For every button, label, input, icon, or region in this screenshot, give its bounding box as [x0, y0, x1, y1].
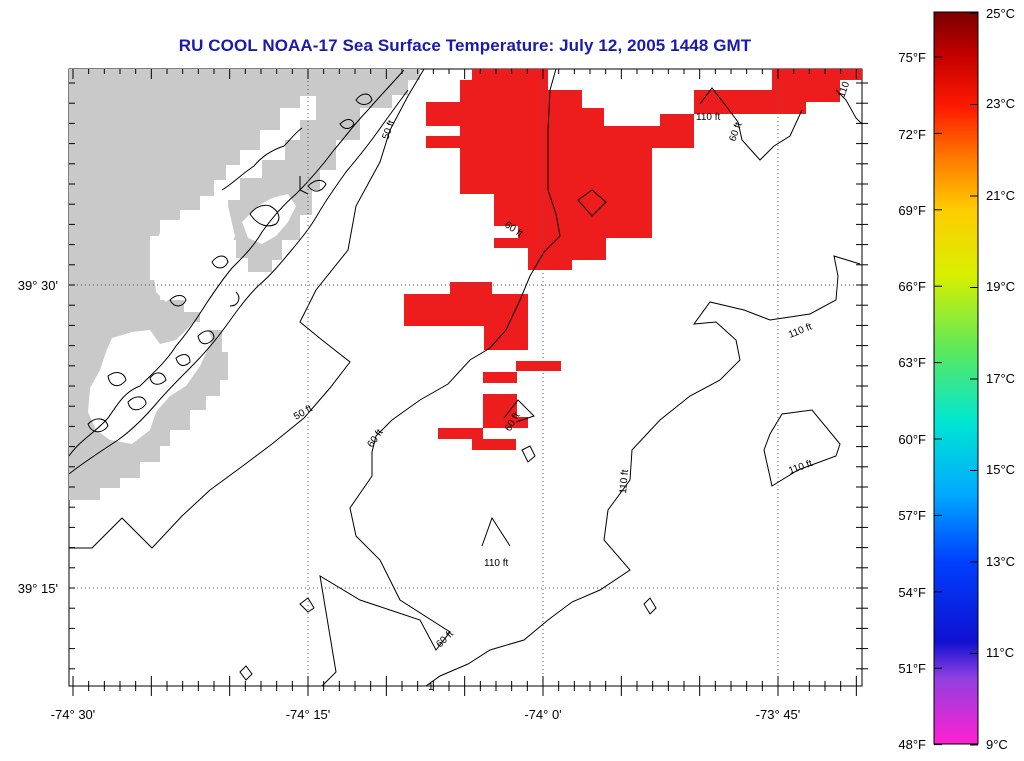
lon-label: -74° 15': [286, 707, 331, 722]
celsius-label: 11°C: [986, 645, 1014, 660]
celsius-label: 17°C: [986, 371, 1015, 386]
lon-label: -73° 45': [756, 707, 801, 722]
lat-label: 39° 30': [18, 278, 58, 293]
colorbar: [933, 11, 979, 745]
contour-label: 110 ft: [484, 558, 508, 569]
fahrenheit-label: 63°F: [898, 355, 926, 370]
celsius-label: 19°C: [986, 279, 1015, 294]
lon-label: -74° 0': [524, 707, 561, 722]
sst-patches: [404, 69, 862, 450]
celsius-labels: 25°C 23°C 21°C 19°C 17°C 15°C 13°C 11°C …: [986, 6, 1015, 752]
fahrenheit-label: 72°F: [898, 127, 926, 142]
celsius-label: 13°C: [986, 554, 1015, 569]
coastline: [68, 69, 409, 475]
lat-label: 39° 15': [18, 581, 58, 596]
axis-labels: -74° 30' -74° 15' -74° 0' -73° 45' 39° 3…: [18, 278, 800, 722]
contour-label: 110: [836, 80, 852, 99]
fahrenheit-label: 48°F: [898, 737, 926, 752]
fahrenheit-label: 51°F: [898, 661, 926, 676]
axis-ticks: [69, 69, 868, 696]
celsius-label: 23°C: [986, 96, 1015, 111]
fahrenheit-labels: 75°F 72°F 69°F 66°F 63°F 60°F 57°F 54°F …: [898, 50, 926, 752]
graticule: [69, 69, 862, 686]
celsius-label: 25°C: [986, 6, 1015, 21]
fahrenheit-label: 60°F: [898, 432, 926, 447]
colorbar-ticks: [934, 12, 978, 746]
lon-label: -74° 30': [51, 707, 96, 722]
celsius-label: 15°C: [986, 462, 1015, 477]
celsius-label: 9°C: [986, 737, 1008, 752]
fahrenheit-label: 54°F: [898, 585, 926, 600]
contour-label: 110 ft: [618, 469, 631, 494]
map-title: RU COOL NOAA-17 Sea Surface Temperature:…: [178, 36, 752, 55]
fahrenheit-label: 57°F: [898, 508, 926, 523]
fahrenheit-label: 69°F: [898, 203, 926, 218]
contour-label: 1: [428, 682, 434, 693]
fahrenheit-label: 66°F: [898, 279, 926, 294]
isobaths: [69, 68, 863, 687]
contour-label: 110 ft: [696, 112, 720, 123]
fahrenheit-label: 75°F: [898, 50, 926, 65]
celsius-label: 21°C: [986, 188, 1015, 203]
